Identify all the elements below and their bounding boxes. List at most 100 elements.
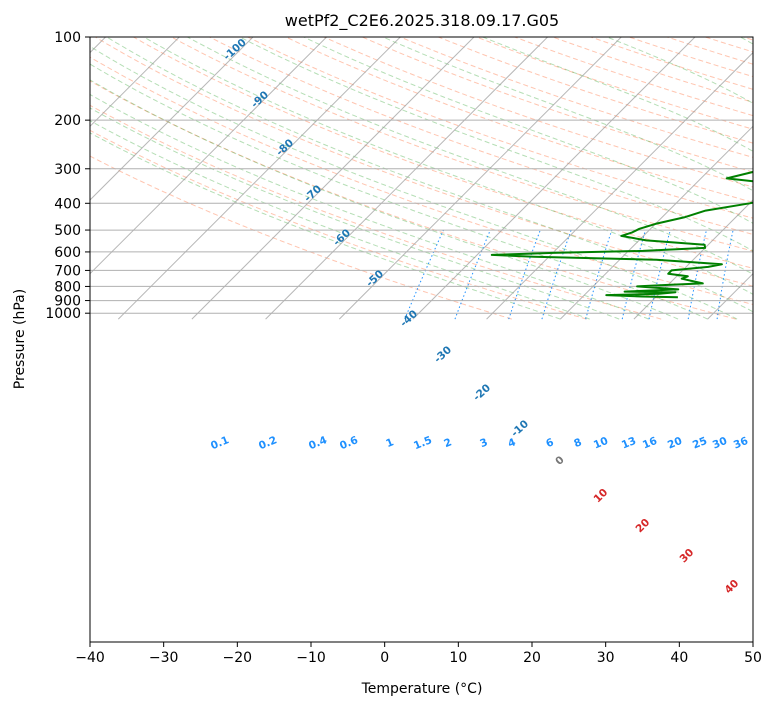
moist-adiabat: [382, 37, 753, 192]
mixing-ratio-label: 25: [691, 435, 709, 452]
mixing-ratio-label: 0.6: [338, 434, 360, 452]
mixing-ratio-label: 13: [620, 435, 638, 452]
x-tick-label: 10: [449, 650, 467, 666]
y-tick-label: 700: [54, 263, 81, 279]
moist-adiabat: [90, 120, 590, 320]
background-lines: [90, 37, 772, 320]
mixing-ratio-line: [508, 229, 541, 320]
dry-adiabat: [399, 37, 753, 158]
x-tick-label: 40: [670, 650, 688, 666]
moist-adiabat: [90, 63, 708, 320]
isotherm-label: 0: [553, 454, 566, 468]
isotherm-label: -40: [398, 308, 420, 330]
y-tick-label: 400: [54, 196, 81, 212]
y-tick-label: 200: [54, 113, 81, 129]
moist-adiabat: [239, 37, 753, 252]
y-tick-label: 100: [54, 30, 81, 46]
moist-adiabat-label: 20: [633, 516, 652, 535]
x-tick-label: −20: [223, 650, 253, 666]
dry-adiabat: [90, 80, 737, 320]
dry-adiabat: [94, 37, 753, 287]
y-tick-label: 800: [54, 279, 81, 295]
skewed-isotherm: [412, 37, 696, 320]
mixing-ratio-line: [404, 229, 444, 320]
moist-adiabat: [740, 37, 753, 45]
y-tick-label: 300: [54, 162, 81, 178]
isotherm-label: -70: [302, 183, 324, 205]
moist-adiabat: [106, 37, 753, 313]
chart-title: wetPf2_C2E6.2025.318.09.17.G05: [285, 11, 559, 31]
dry-adiabat: [246, 37, 753, 219]
moist-adiabat: [90, 93, 649, 320]
plot-frame: [89, 36, 754, 643]
mixing-ratio-label: 0.2: [257, 434, 279, 452]
mixing-ratio-line: [759, 230, 772, 319]
skewed-isotherm: [559, 125, 753, 320]
isotherm-label: -20: [471, 382, 493, 404]
dry-adiabat: [360, 37, 753, 173]
mixing-ratio-label: 0.4: [307, 434, 329, 452]
mixing-ratio-label: 4: [506, 436, 517, 450]
skewed-isotherm: [90, 37, 254, 201]
profile-lines: [490, 170, 753, 299]
mixing-ratio-label: 36: [732, 435, 750, 452]
dry-adiabat: [208, 37, 753, 235]
x-axis-label: Temperature (°C): [361, 681, 483, 697]
dry-adiabat: [90, 56, 753, 306]
dry-adiabat: [322, 37, 753, 188]
skewed-isotherm: [117, 37, 402, 320]
moist-adiabat: [90, 107, 620, 320]
x-tick-label: −40: [75, 650, 105, 666]
isotherm-label: -100: [221, 37, 249, 64]
moist-adiabat: [482, 37, 753, 152]
dry-adiabat: [90, 155, 512, 320]
mixing-ratio-label: 8: [572, 436, 583, 450]
skewed-isotherm: [338, 37, 623, 320]
mixing-ratio-line: [541, 229, 572, 320]
isotherm-label: -30: [432, 344, 454, 366]
mixing-ratio-label: 3: [478, 436, 489, 450]
x-tick-label: −30: [149, 650, 179, 666]
mixing-ratio-label: 1: [384, 436, 395, 450]
x-tick-label: 20: [523, 650, 541, 666]
x-tick-label: 30: [597, 650, 615, 666]
dry-adiabat: [284, 37, 753, 203]
x-tick-label: 0: [380, 650, 389, 666]
skewed-isotherm: [486, 51, 753, 320]
skewed-isotherm: [90, 37, 181, 128]
skewed-isotherm: [265, 37, 549, 320]
mixing-ratio-label: 10: [592, 435, 610, 452]
y-axis-label: Pressure (hPa): [12, 289, 28, 389]
mixing-ratio-label: 0.1: [209, 434, 231, 452]
moist-adiabat: [187, 37, 753, 275]
dry-adiabat: [90, 129, 587, 320]
x-axis: −40 −30 −20 −10 0 10 20 30 40 50: [75, 642, 762, 666]
moist-adiabat: [90, 79, 679, 320]
mixing-ratio-label: 16: [641, 435, 659, 452]
skewed-isotherm: [191, 37, 475, 320]
mixing-ratio-label: 1.5: [412, 434, 434, 452]
y-tick-label: 1000: [45, 306, 81, 322]
mixing-ratio-label: 6: [544, 436, 555, 450]
mixing-ratio-label: 30: [711, 435, 729, 452]
isotherm-label: -90: [249, 89, 271, 111]
dry-adiabat: [475, 37, 753, 130]
y-tick-label: 500: [54, 223, 81, 239]
moist-adiabat-label: 10: [591, 486, 610, 505]
skewed-isotherm: [90, 37, 328, 275]
x-tick-label: 50: [744, 650, 762, 666]
moist-adiabat-label: 30: [677, 546, 696, 565]
mixing-ratio-label: 2: [442, 436, 453, 450]
dry-adiabat: [703, 37, 753, 53]
dewpoint-profile: [490, 170, 753, 299]
mixing-ratio-line: [648, 229, 671, 320]
isotherm-label: -80: [274, 137, 296, 159]
moist-adiabat: [143, 37, 753, 295]
dry-adiabat: [513, 37, 753, 117]
mixing-ratio-label: 20: [666, 435, 684, 452]
y-tick-label: 900: [54, 294, 81, 310]
y-tick-label: 600: [54, 245, 81, 261]
mixing-ratio-line: [716, 229, 734, 320]
